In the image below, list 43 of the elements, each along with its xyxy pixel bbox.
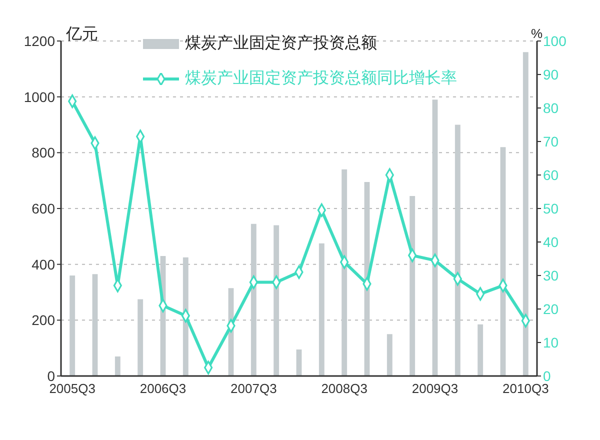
bar bbox=[92, 274, 98, 376]
bar bbox=[182, 257, 188, 376]
y-tick-label: 600 bbox=[32, 200, 56, 216]
y2-axis-title: % bbox=[531, 26, 543, 41]
y-tick-label: 400 bbox=[32, 256, 56, 272]
bar bbox=[70, 276, 76, 376]
y-tick-label: 200 bbox=[32, 312, 56, 328]
x-tick-label: 2008Q3 bbox=[321, 381, 368, 396]
bar bbox=[318, 243, 324, 376]
y2-tick-label: 50 bbox=[543, 200, 559, 216]
y-tick-label: 800 bbox=[32, 144, 56, 161]
y2-tick-label: 30 bbox=[543, 267, 559, 284]
y2-tick-label: 60 bbox=[543, 166, 559, 183]
y2-tick-label: 90 bbox=[543, 66, 559, 82]
bar bbox=[454, 124, 460, 376]
bar bbox=[114, 356, 120, 376]
bar bbox=[478, 324, 484, 376]
legend-label: 煤炭产业固定资产投资总额 bbox=[185, 34, 377, 54]
x-tick-label: 2007Q3 bbox=[230, 381, 277, 396]
y2-tick-label: 100 bbox=[543, 32, 567, 49]
y-tick-label: 1200 bbox=[24, 32, 56, 49]
y2-tick-label: 0 bbox=[543, 368, 551, 384]
y2-tick-label: 10 bbox=[543, 334, 559, 350]
y-tick-label: 0 bbox=[47, 368, 56, 384]
bar bbox=[274, 225, 280, 376]
x-tick-label: 2010Q3 bbox=[502, 381, 549, 396]
bar bbox=[386, 334, 392, 376]
bar bbox=[342, 169, 348, 376]
bar bbox=[138, 299, 144, 376]
bar bbox=[410, 196, 416, 376]
y-tick-label: 1000 bbox=[24, 88, 56, 105]
y2-tick-label: 40 bbox=[543, 234, 559, 250]
y2-tick-label: 80 bbox=[543, 100, 559, 116]
x-tick-label: 2009Q3 bbox=[412, 381, 458, 396]
legend-label: 煤炭产业固定资产投资总额同比增长率 bbox=[185, 68, 457, 89]
bar bbox=[522, 52, 528, 376]
x-tick-label: 2006Q3 bbox=[140, 381, 186, 396]
y2-tick-label: 20 bbox=[543, 300, 559, 317]
y-axis-title: 亿元 bbox=[66, 26, 98, 43]
y2-tick-label: 70 bbox=[543, 133, 559, 150]
x-tick-label: 2005Q3 bbox=[49, 381, 96, 396]
bar bbox=[250, 224, 256, 376]
bar bbox=[296, 349, 302, 376]
